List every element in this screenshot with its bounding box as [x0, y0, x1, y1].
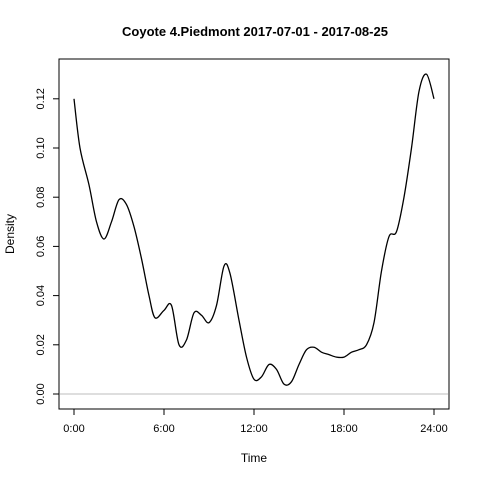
- y-tick-label: 0.02: [35, 334, 47, 355]
- y-tick-label: 0.12: [35, 88, 47, 109]
- y-tick-label: 0.08: [35, 186, 47, 207]
- x-tick-label: 6:00: [153, 423, 174, 435]
- chart-title: Coyote 4.Piedmont 2017-07-01 - 2017-08-2…: [122, 24, 388, 39]
- x-tick-label: 0:00: [63, 423, 84, 435]
- y-tick-label: 0.04: [35, 285, 47, 306]
- y-axis-label: Density: [3, 214, 17, 254]
- x-axis: 0:00 6:00 12:00 18:00 24:00: [63, 408, 448, 435]
- x-tick-label: 12:00: [240, 423, 268, 435]
- y-tick-label: 0.00: [35, 383, 47, 404]
- x-axis-label: Time: [241, 451, 268, 465]
- y-axis: 0.00 0.02 0.04 0.06 0.08 0.10 0.12: [35, 88, 60, 405]
- x-tick-label: 24:00: [420, 423, 448, 435]
- y-tick-label: 0.06: [35, 236, 47, 257]
- series-layer: [73, 73, 435, 386]
- y-tick-label: 0.10: [35, 137, 47, 158]
- density-curve: [73, 73, 435, 386]
- x-tick-label: 18:00: [330, 423, 358, 435]
